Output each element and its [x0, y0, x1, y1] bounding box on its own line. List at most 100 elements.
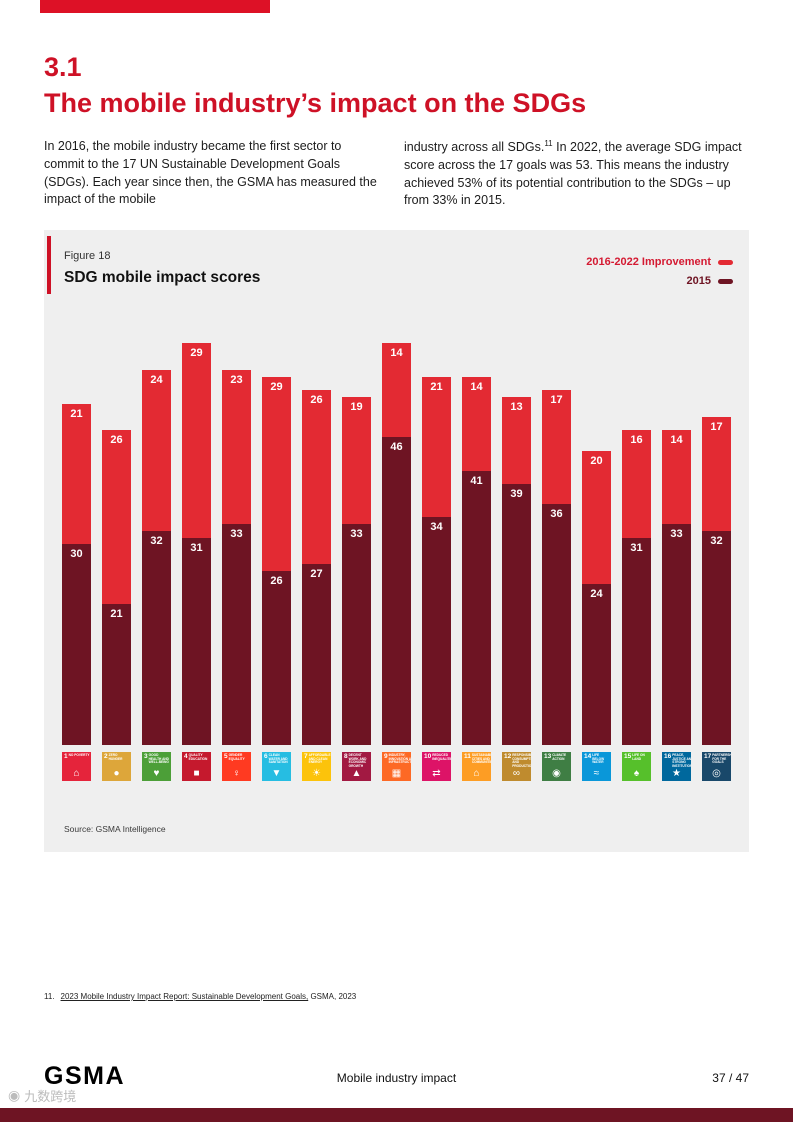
page-title: The mobile industry’s impact on the SDGs — [44, 87, 587, 118]
sdg-goal-number: 2 — [104, 753, 108, 760]
improvement-segment-16: 14 — [662, 430, 691, 525]
sdg-goal-name: Industry, Innovation and Infrastructure — [388, 753, 411, 765]
sdg-icon-strip: 1 No Poverty ⌂ 2 Zero Hunger ● 3 Good Health an… — [62, 752, 731, 781]
stacked-bar-13: 17 36 — [542, 390, 571, 745]
base-2015-segment-6-value: 26 — [270, 574, 283, 587]
legend-item-improvement: 2016-2022 Improvement — [586, 256, 733, 268]
sdg-goal-3-icon: 3 Good Health and Well-Being ♥ — [142, 752, 171, 781]
sdg-goal-number: 4 — [184, 753, 188, 760]
improvement-segment-4-value: 29 — [190, 347, 203, 360]
base-2015-segment-13: 36 — [542, 504, 571, 745]
improvement-segment-9: 14 — [382, 343, 411, 438]
footnote-rest: GSMA, 2023 — [308, 992, 357, 1001]
body-col2-text-b: In 2022, the average SDG impact score ac… — [404, 140, 742, 208]
sdg-goal-name: Life on Land — [632, 753, 645, 761]
sdg-goal-number: 9 — [384, 753, 388, 760]
sdg-goal-name: Reduced Inequalities — [432, 753, 451, 761]
sdg-goal-number: 10 — [424, 753, 432, 760]
sdg-goal-name: Zero Hunger — [108, 753, 123, 761]
improvement-segment-12: 13 — [502, 396, 531, 484]
sdg-goal-number: 6 — [264, 753, 268, 760]
sdg-goal-6-icon: 6 Clean Water and Sanitation ▼ — [262, 752, 291, 781]
bottom-accent-bar — [0, 1108, 793, 1122]
base-2015-segment-10-value: 34 — [430, 521, 443, 534]
improvement-segment-13: 17 — [542, 390, 571, 505]
improvement-segment-14: 20 — [582, 450, 611, 585]
sdg-goal-name: Clean Water and Sanitation — [268, 753, 288, 765]
footnote-number: 11. — [44, 992, 55, 1001]
base-2015-segment-13-value: 36 — [550, 508, 563, 521]
sdg-goal-name: Sustainable Cities and Communities — [471, 753, 491, 765]
sdg-goal-pictogram-icon: ◉ — [552, 768, 561, 779]
sdg-goal-10-icon: 10Reduced Inequalities ⇄ — [422, 752, 451, 781]
sdg-goal-name: Affordable and Clean Energy — [308, 753, 331, 765]
improvement-segment-6: 29 — [262, 376, 291, 571]
sdg-goal-pictogram-icon: ♥ — [153, 768, 160, 779]
sdg-goal-name: Decent Work and Economic Growth — [348, 753, 367, 769]
sdg-goal-4-icon: 4 Quality Education ■ — [182, 752, 211, 781]
section-number: 3.1 — [44, 52, 82, 82]
base-2015-segment-17: 32 — [702, 530, 731, 745]
stacked-bar-7: 26 27 — [302, 390, 331, 745]
base-2015-segment-2-value: 21 — [110, 608, 123, 621]
base-2015-segment-12: 39 — [502, 483, 531, 745]
sdg-goal-pictogram-icon: ▼ — [271, 768, 282, 779]
sdg-goal-pictogram-icon: ■ — [193, 768, 200, 779]
stacked-bar-14: 20 24 — [582, 450, 611, 745]
improvement-segment-13-value: 17 — [550, 394, 563, 407]
improvement-segment-12-value: 13 — [510, 400, 523, 413]
sdg-goal-number: 17 — [704, 753, 712, 760]
stacked-bar-5: 23 33 — [222, 370, 251, 745]
improvement-segment-11: 14 — [462, 376, 491, 471]
sdg-goal-pictogram-icon: ♀ — [232, 768, 241, 779]
legend-item-2015: 2015 — [586, 275, 733, 287]
improvement-segment-5-value: 23 — [230, 374, 243, 387]
base-2015-segment-8-value: 33 — [350, 528, 363, 541]
stacked-bar-15: 16 31 — [622, 430, 651, 745]
stacked-bar-8: 19 33 — [342, 396, 371, 745]
footnote-link[interactable]: 2023 Mobile Industry Impact Report: Sust… — [60, 992, 309, 1001]
stacked-bar-16: 14 33 — [662, 430, 691, 745]
watermark-logo-icon: ◉ — [8, 1087, 21, 1103]
sdg-goal-5-icon: 5 Gender Equality ♀ — [222, 752, 251, 781]
base-2015-segment-1: 30 — [62, 544, 91, 745]
improvement-segment-4: 29 — [182, 343, 211, 538]
sdg-goal-name: Quality Education — [188, 753, 208, 761]
base-2015-segment-16-value: 33 — [670, 528, 683, 541]
sdg-goal-14-icon: 14 Life Below Water ≈ — [582, 752, 611, 781]
improvement-segment-14-value: 20 — [590, 454, 603, 467]
sdg-goal-pictogram-icon: ♠ — [633, 768, 640, 779]
sdg-goal-number: 7 — [304, 753, 308, 760]
base-2015-segment-9-value: 46 — [390, 441, 403, 454]
sdg-goal-13-icon: 13 Climate Action ◉ — [542, 752, 571, 781]
figure-accent-bar — [47, 236, 51, 294]
improvement-segment-2: 26 — [102, 430, 131, 605]
gsma-logo: GSMA — [44, 1062, 125, 1090]
sdg-goal-number: 3 — [144, 753, 148, 760]
legend-label-improvement: 2016-2022 Improvement — [586, 256, 711, 268]
sdg-goal-name: Climate Action — [552, 753, 567, 761]
watermark-text: 九数跨境 — [24, 1089, 77, 1104]
footnote-reference[interactable]: 11 — [544, 139, 553, 148]
base-2015-segment-16: 33 — [662, 524, 691, 745]
base-2015-segment-11-value: 41 — [470, 474, 483, 487]
sdg-goal-pictogram-icon: ▦ — [391, 768, 402, 779]
improvement-segment-6-value: 29 — [270, 380, 283, 393]
improvement-segment-7-value: 26 — [310, 394, 323, 407]
top-accent-bar — [40, 0, 270, 13]
sdg-goal-8-icon: 8 Decent Work and Economic Growth ▲ — [342, 752, 371, 781]
base-2015-segment-7: 27 — [302, 564, 331, 745]
stacked-bar-12: 13 39 — [502, 396, 531, 745]
sdg-goal-name: Good Health and Well-Being — [148, 753, 169, 765]
sdg-goal-1-icon: 1 No Poverty ⌂ — [62, 752, 91, 781]
improvement-segment-9-value: 14 — [390, 347, 403, 360]
figure-title: SDG mobile impact scores — [64, 269, 261, 286]
sdg-goal-number: 8 — [344, 753, 348, 760]
stacked-bar-11: 14 41 — [462, 376, 491, 745]
base-2015-segment-9: 46 — [382, 437, 411, 745]
sdg-goal-pictogram-icon: ⇄ — [432, 768, 441, 779]
sdg-goal-name: Gender Equality — [228, 753, 245, 761]
improvement-segment-8: 19 — [342, 396, 371, 525]
base-2015-segment-7-value: 27 — [310, 568, 323, 581]
